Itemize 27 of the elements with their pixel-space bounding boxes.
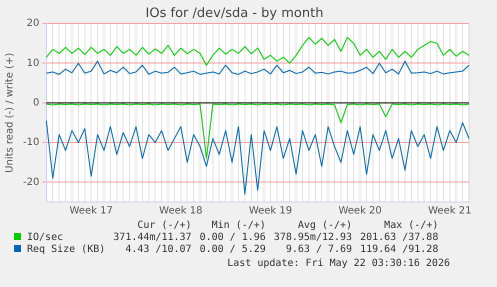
y-axis-title: Units read (-) / write (+) <box>4 52 16 173</box>
text: Last update: Fri May 22 03:30:16 2026 <box>227 258 450 269</box>
text: 119.64 /91.28 <box>359 244 440 256</box>
y-tick-label: 0 <box>32 97 40 108</box>
text: Min (-/+) <box>210 220 267 232</box>
text: Cur (-/+) <box>136 220 193 232</box>
x-tick-label: Week 19 <box>248 206 292 217</box>
y-tick-label: 10 <box>26 58 40 69</box>
text: 9.63 / 7.69 <box>284 244 354 256</box>
x-tick-label: Week 21 <box>428 206 472 217</box>
text: 378.95m/12.93 <box>272 232 354 244</box>
x-tick-label: Week 18 <box>159 206 202 217</box>
x-tick-label: Week 17 <box>70 206 113 217</box>
text: Max (-/+) <box>383 220 440 232</box>
x-tick-label: Week 20 <box>338 206 382 217</box>
legend-label: IO/sec <box>26 232 64 244</box>
y-tick-label: -20 <box>22 176 40 188</box>
chart-title: IOs for /dev/sda - by month <box>146 6 324 22</box>
text: 201.63 /37.88 <box>359 232 440 244</box>
text: 4.43 /10.07 <box>124 244 193 256</box>
text: 0.00 / 1.96 <box>198 232 267 244</box>
text: Avg (-/+) <box>296 220 354 232</box>
text: 371.44m/11.37 <box>112 232 193 244</box>
y-tick-label: 20 <box>26 18 40 30</box>
legend-label: Req Size (KB) <box>26 244 106 256</box>
y-tick-label: -10 <box>22 137 40 148</box>
text: 0.00 / 5.29 <box>198 244 267 256</box>
